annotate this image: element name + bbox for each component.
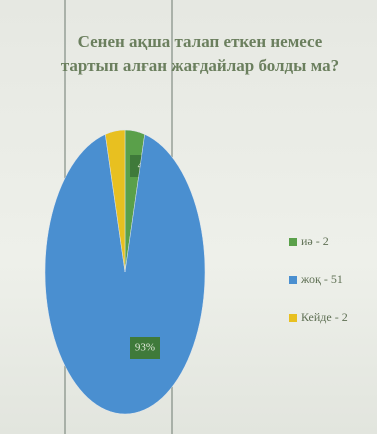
data-label-bg bbox=[130, 337, 160, 359]
legend-swatch bbox=[289, 276, 297, 284]
legend-label: иә - 2 bbox=[301, 234, 329, 248]
legend-label: Кейде - 2 bbox=[301, 310, 348, 324]
legend-swatch bbox=[289, 314, 297, 322]
chart-title: Сенен ақша талап еткен немесе тартып алғ… bbox=[60, 32, 340, 75]
pie-slice bbox=[44, 134, 206, 415]
legend-swatch bbox=[289, 238, 297, 246]
legend-label: жоқ - 51 bbox=[300, 272, 343, 286]
data-label: 93% bbox=[135, 342, 155, 354]
pie-slice bbox=[105, 129, 126, 273]
